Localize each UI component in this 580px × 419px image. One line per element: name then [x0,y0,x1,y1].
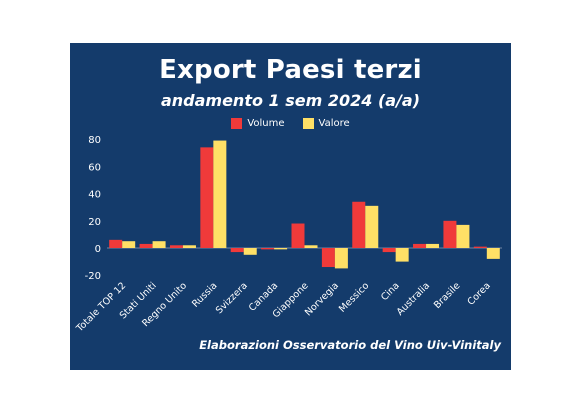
source-note: Elaborazioni Osservatorio del Vino Uiv-V… [199,338,501,352]
bar-volume [321,248,335,268]
bar-valore [456,224,470,248]
bar-volume [139,243,153,248]
x-tick-label: Totale TOP 12 [74,280,129,335]
legend-item-volume: Volume [231,118,285,129]
legend-label-volume: Volume [247,118,285,129]
bar-valore [365,205,379,248]
bar-volume [109,239,123,248]
legend-swatch-volume [231,118,243,129]
y-tick-label: 80 [88,135,101,146]
bar-volume [382,248,396,253]
x-tick-label: Russia [190,280,219,309]
x-tick-label: Brasile [432,280,463,311]
bar-valore [486,248,500,259]
bar-valore [122,241,136,248]
y-tick-label: -20 [85,271,101,282]
bar-volume [169,245,183,248]
chart-legend: Volume Valore [70,118,511,129]
chart-title: Export Paesi terzi [159,55,422,85]
bar-volume [261,248,275,250]
y-tick-label: 40 [88,190,101,201]
bar-volume [230,248,244,253]
y-tick-label: 60 [88,162,101,173]
x-tick-label: Messico [337,280,372,315]
x-tick-label: Cina [379,280,402,303]
bar-valore [304,245,318,248]
bar-volume [200,147,214,248]
bar-volume [352,201,366,248]
x-tick-label: Corea [465,280,492,307]
bar-valore [274,248,288,250]
bar-valore [213,140,227,248]
y-tick-label: 0 [95,244,101,255]
legend-label-valore: Valore [318,118,350,129]
chart-panel: Export Paesi terzi andamento 1 sem 2024 … [70,43,511,370]
legend-swatch-valore [302,118,314,129]
y-tick-label: 20 [88,217,101,228]
bar-volume [473,246,487,248]
x-tick-label: Australia [395,280,432,317]
chart-subtitle: andamento 1 sem 2024 (a/a) [160,91,421,110]
x-tick-label: Svizzera [214,280,250,316]
bar-valore [243,248,257,255]
x-tick-label: Norvegia [303,280,341,318]
bar-volume [443,220,457,248]
bar-valore [334,248,348,269]
bar-volume [413,243,427,248]
legend-item-valore: Valore [302,118,350,129]
bar-volume [291,223,305,248]
bar-valore [182,245,196,248]
bar-valore [395,248,409,262]
bar-valore [152,241,166,248]
bar-valore [426,243,440,248]
